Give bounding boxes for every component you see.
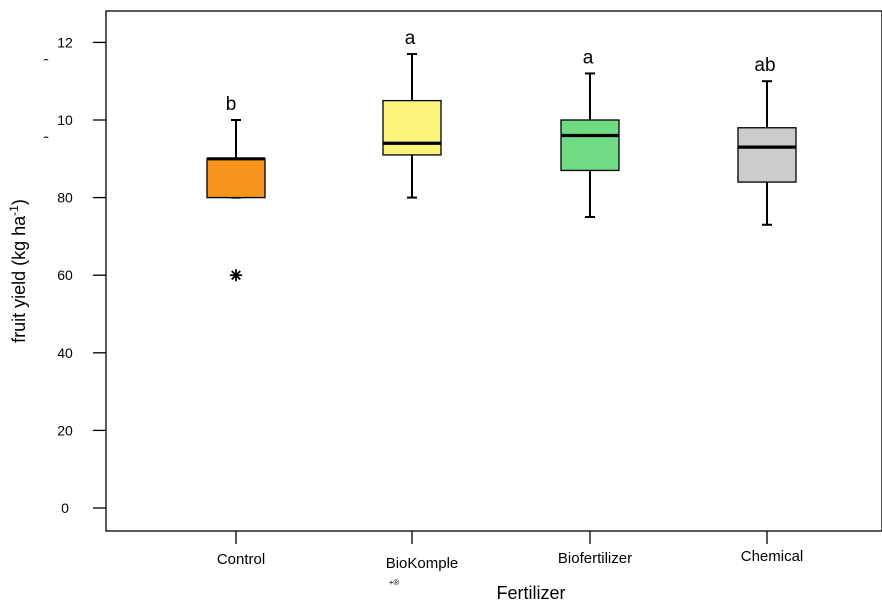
- y-tick-label: 60: [57, 267, 73, 283]
- significance-letter: b: [226, 94, 237, 115]
- y-tick-label: 12: [57, 34, 73, 50]
- x-tick-label-biokomple: BioKomple: [386, 555, 459, 572]
- box-biofertilizer: a: [560, 47, 620, 218]
- iqr-box: [737, 127, 797, 183]
- y-axis-title-main: fruit yield (kg ha: [9, 215, 29, 343]
- x-tick-label-chemical: Chemical: [741, 548, 804, 565]
- iqr-box: [206, 158, 266, 199]
- iqr-box: [560, 119, 620, 172]
- y-axis-title: fruit yield (kg ha-1): [7, 199, 29, 343]
- x-axis: Control BioKomple +® Biofertilizer Chemical: [217, 531, 803, 587]
- y-tick-label: 0: [61, 500, 69, 516]
- x-tick-label-control: Control: [217, 551, 265, 568]
- significance-letter: a: [405, 28, 416, 49]
- y-tick-label-suffix: 0: [42, 133, 50, 149]
- significance-letter: ab: [754, 55, 775, 76]
- y-axis-title-superscript: -1: [7, 205, 21, 216]
- x-tick-label-footnote: +®: [389, 578, 400, 587]
- y-tick-label: 80: [57, 190, 73, 206]
- y-tick-label-suffix: 0: [42, 55, 50, 71]
- y-tick-label: 10: [57, 112, 73, 128]
- boxes: b a a ab: [206, 28, 797, 282]
- y-tick-label: 40: [57, 345, 73, 361]
- y-tick-label: 20: [57, 422, 73, 438]
- plot-frame: [105, 10, 882, 532]
- box-biokomple: a: [382, 28, 442, 199]
- outlier-marker: [230, 269, 242, 282]
- x-axis-title: Fertilizer: [496, 583, 565, 603]
- significance-letter: a: [583, 47, 594, 68]
- box-control: b: [206, 94, 266, 282]
- y-axis-title-close: ): [9, 199, 29, 205]
- iqr-box: [382, 99, 442, 156]
- box-chemical: ab: [737, 55, 797, 226]
- x-tick-label-biofertilizer: Biofertilizer: [558, 550, 632, 567]
